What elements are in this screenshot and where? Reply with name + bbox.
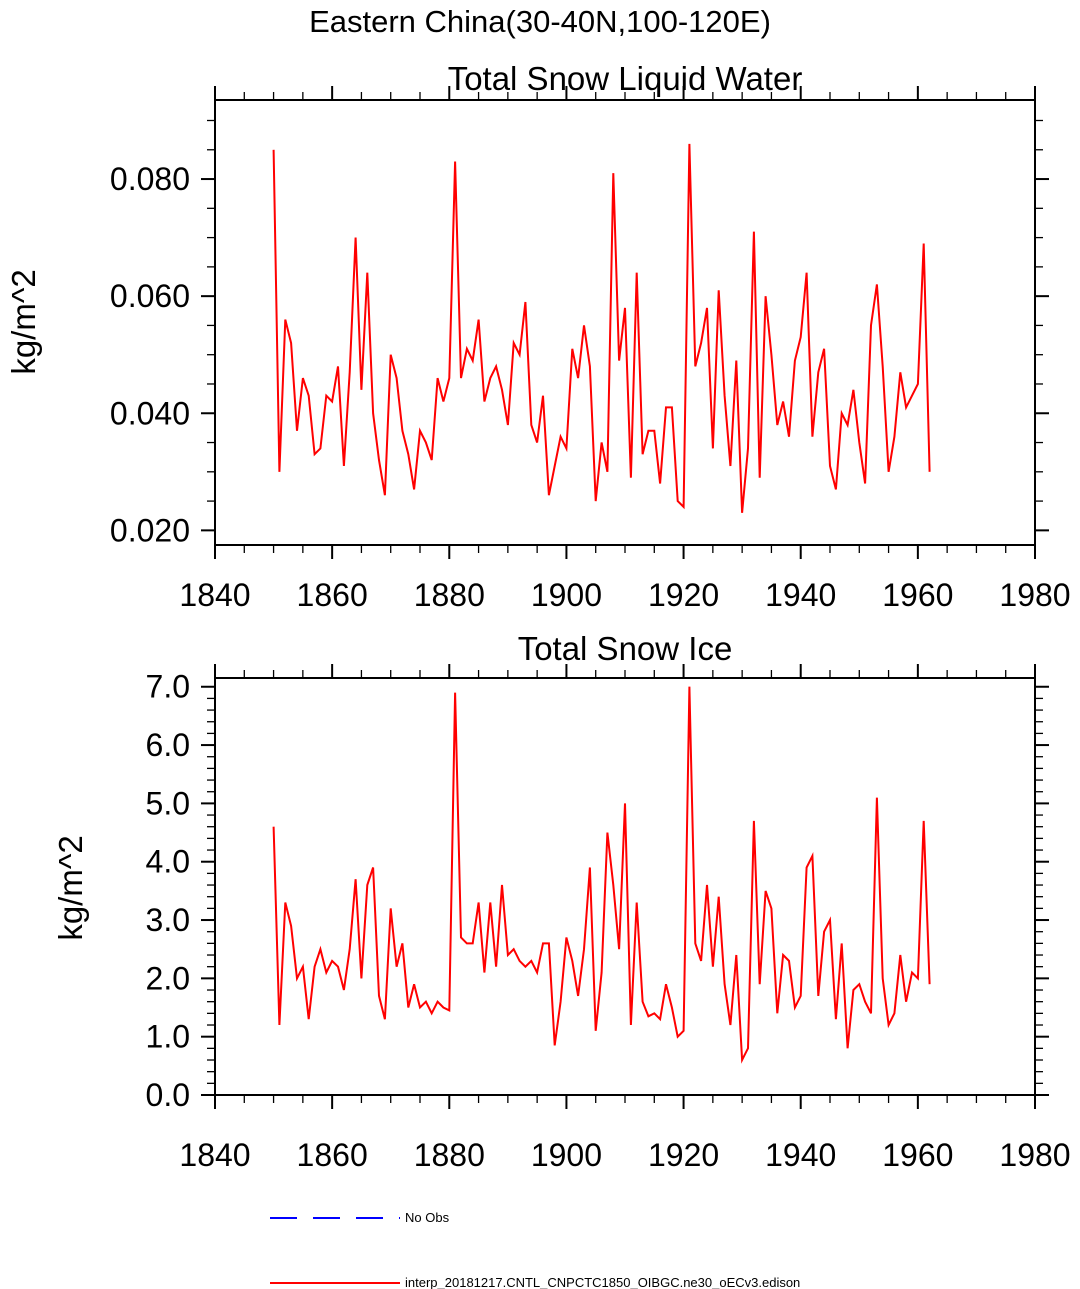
chart0-series-line xyxy=(272,143,931,513)
x-tick-label: 1860 xyxy=(297,1137,368,1173)
legend-model-label: interp_20181217.CNTL_CNPCTC1850_OIBGC.ne… xyxy=(405,1275,800,1289)
x-tick-label: 1880 xyxy=(414,1137,485,1173)
y-tick-label: 7.0 xyxy=(146,669,190,705)
y-axis-label-snow-ice: kg/m^2 xyxy=(52,835,89,940)
x-tick-label: 1980 xyxy=(999,577,1070,613)
x-tick-label: 1940 xyxy=(765,577,836,613)
y-tick-label: 0.040 xyxy=(110,395,190,431)
plot-border xyxy=(214,677,1036,1096)
x-tick-label: 1960 xyxy=(882,577,953,613)
x-tick-label: 1920 xyxy=(648,577,719,613)
y-axis-label-snow-liquid-water: kg/m^2 xyxy=(5,269,42,374)
y-tick-label: 4.0 xyxy=(146,844,190,880)
x-tick-label: 1880 xyxy=(414,577,485,613)
x-tick-label: 1980 xyxy=(999,1137,1070,1173)
x-tick-label: 1900 xyxy=(531,577,602,613)
snow-liquid-water-chart: 1840 1860 1880 1900 1920 1940 1960 1980 0.020 0.0… xyxy=(110,86,1071,613)
chart-title-snow-ice: Total Snow Ice xyxy=(518,630,733,667)
x-tick-label: 1860 xyxy=(297,577,368,613)
legend: No Obs interp_20181217.CNTL_CNPCTC1850_O… xyxy=(270,1210,800,1289)
legend-no-obs-label: No Obs xyxy=(405,1210,450,1225)
x-tick-label: 1840 xyxy=(179,1137,250,1173)
y-tick-label: 0.060 xyxy=(110,278,190,314)
x-tick-label: 1960 xyxy=(882,1137,953,1173)
snow-ice-chart: 1840 1860 1880 1900 1920 1940 1960 1980 0.0 1.0 2.… xyxy=(146,664,1071,1173)
y-tick-label: 5.0 xyxy=(146,785,190,821)
y-tick-label: 6.0 xyxy=(146,727,190,763)
chart-title-snow-liquid-water: Total Snow Liquid Water xyxy=(448,60,803,97)
x-tick-label: 1920 xyxy=(648,1137,719,1173)
figure-title: Eastern China(30-40N,100-120E) xyxy=(309,4,771,39)
y-tick-label: 0.020 xyxy=(110,512,190,548)
y-tick-label: 0.080 xyxy=(110,161,190,197)
chart1-series-line xyxy=(272,686,931,1064)
y-tick-label: 3.0 xyxy=(146,902,190,938)
y-tick-label: 2.0 xyxy=(146,960,190,996)
y-tick-label: 0.0 xyxy=(146,1077,190,1113)
x-tick-label: 1940 xyxy=(765,1137,836,1173)
x-tick-label: 1900 xyxy=(531,1137,602,1173)
y-tick-label: 1.0 xyxy=(146,1019,190,1055)
x-tick-label: 1840 xyxy=(179,577,250,613)
